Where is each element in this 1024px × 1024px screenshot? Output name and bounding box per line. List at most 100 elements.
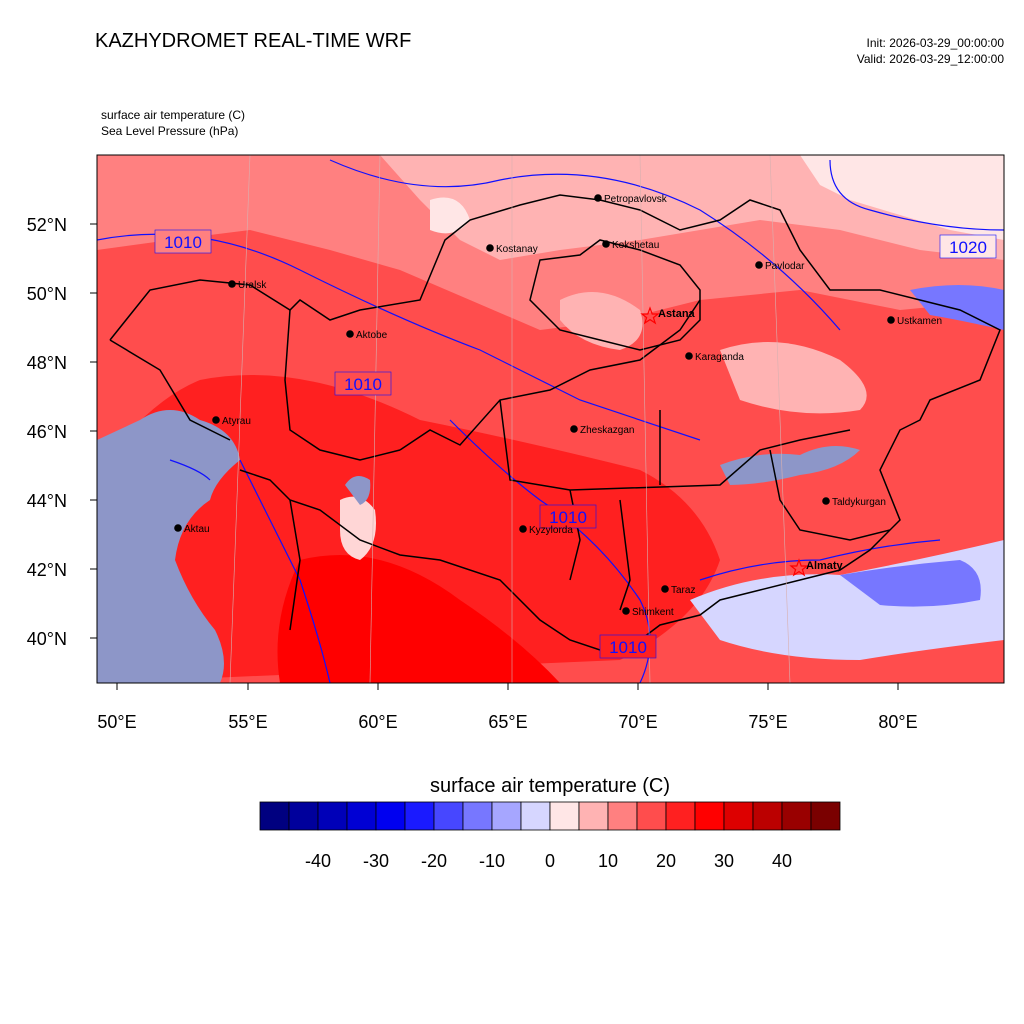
city-label: Aktau xyxy=(184,524,210,535)
colorbar-tick-label: 30 xyxy=(714,851,734,871)
colorbar-swatch xyxy=(636,801,667,831)
colorbar-swatch xyxy=(433,801,464,831)
city-dot xyxy=(486,244,494,252)
lon-label: 55°E xyxy=(228,712,267,732)
lat-label: 46°N xyxy=(27,422,67,442)
city-dot xyxy=(887,316,895,324)
city-label: Taraz xyxy=(671,585,695,596)
city-dot xyxy=(661,585,669,593)
lat-label: 40°N xyxy=(27,629,67,649)
colorbar-swatch xyxy=(346,801,377,831)
colorbar-swatch xyxy=(752,801,783,831)
city-label: Shimkent xyxy=(632,607,674,618)
colorbar-swatch xyxy=(288,801,319,831)
lat-label: 44°N xyxy=(27,491,67,511)
colorbar-swatch xyxy=(404,801,435,831)
colorbar-swatch xyxy=(375,801,406,831)
colorbar-swatch xyxy=(259,801,290,831)
city-dot xyxy=(174,524,182,532)
lon-label: 80°E xyxy=(878,712,917,732)
colorbar-swatch xyxy=(578,801,609,831)
city-dot xyxy=(570,425,578,433)
colorbar-tick-label: -10 xyxy=(479,851,505,871)
city-markers: Petropavlovsk Kostanay Kokshetau Uralsk … xyxy=(174,194,942,618)
valid-time: Valid: 2026-03-29_12:00:00 xyxy=(856,52,1004,66)
field-label-temperature: surface air temperature (C) xyxy=(101,108,246,122)
city-label: Kokshetau xyxy=(612,240,659,251)
city-dot xyxy=(755,261,763,269)
city-label: Petropavlovsk xyxy=(604,194,668,205)
colorbar-swatch xyxy=(462,801,493,831)
colorbar-swatch xyxy=(694,801,725,831)
city-dot xyxy=(212,416,220,424)
map-frame xyxy=(96,154,1005,684)
colorbar-tick-label: -30 xyxy=(363,851,389,871)
colorbar xyxy=(259,801,841,831)
city-label: Aktobe xyxy=(356,330,388,341)
city-label: Karaganda xyxy=(695,352,744,363)
city-dot xyxy=(822,497,830,505)
lon-label: 75°E xyxy=(748,712,787,732)
pressure-labels: 1010 1010 1010 1010 1020 xyxy=(154,229,997,659)
lat-label: 52°N xyxy=(27,215,67,235)
capital-star-icon xyxy=(640,306,660,325)
pressure-label: 1020 xyxy=(949,238,987,257)
city-label: Kyzylorda xyxy=(529,525,573,536)
lat-label: 42°N xyxy=(27,560,67,580)
colorbar-swatch xyxy=(549,801,580,831)
city-dot xyxy=(622,607,630,615)
axis-ticks xyxy=(90,223,899,690)
lon-label: 70°E xyxy=(618,712,657,732)
city-dot xyxy=(594,194,602,202)
city-label: Zheskazgan xyxy=(580,425,634,436)
colorbar-ticks: -40 -30 -20 -10 0 10 20 30 40 xyxy=(305,851,792,871)
colorbar-title: surface air temperature (C) xyxy=(429,775,671,797)
lon-label: 50°E xyxy=(97,712,136,732)
city-dot xyxy=(346,330,354,338)
city-dot xyxy=(228,280,236,288)
city-dot xyxy=(602,240,610,248)
city-label: Kostanay xyxy=(496,244,538,255)
colorbar-swatch xyxy=(723,801,754,831)
lon-labels: 50°E 55°E 60°E 65°E 70°E 75°E 80°E xyxy=(97,712,917,732)
city-label: Astana xyxy=(658,308,696,320)
lon-label: 65°E xyxy=(488,712,527,732)
colorbar-tick-label: 40 xyxy=(772,851,792,871)
colorbar-tick-label: -40 xyxy=(305,851,331,871)
colorbar-swatch xyxy=(491,801,522,831)
colorbar-tick-label: 20 xyxy=(656,851,676,871)
init-time: Init: 2026-03-29_00:00:00 xyxy=(866,36,1004,50)
lat-labels: 52°N 50°N 48°N 46°N 44°N 42°N 40°N xyxy=(27,215,67,649)
city-label: Almaty xyxy=(806,560,844,572)
colorbar-tick-label: -20 xyxy=(421,851,447,871)
colorbar-tick-label: 0 xyxy=(545,851,555,871)
colorbar-swatch xyxy=(810,801,841,831)
lat-label: 48°N xyxy=(27,353,67,373)
colorbar-swatch xyxy=(665,801,696,831)
region-borders xyxy=(109,194,1001,651)
temperature-field xyxy=(97,155,1004,683)
city-label: Ustkamen xyxy=(897,316,942,327)
field-label-pressure: Sea Level Pressure (hPa) xyxy=(101,124,239,138)
city-dot xyxy=(685,352,693,360)
city-label: Atyrau xyxy=(222,416,251,427)
lon-label: 60°E xyxy=(358,712,397,732)
colorbar-swatch xyxy=(317,801,348,831)
city-label: Taldykurgan xyxy=(832,497,886,508)
colorbar-swatch xyxy=(781,801,812,831)
city-label: Uralsk xyxy=(238,280,267,291)
pressure-label: 1010 xyxy=(164,233,202,252)
pressure-label: 1010 xyxy=(609,638,647,657)
city-dot xyxy=(519,525,527,533)
city-label: Pavlodar xyxy=(765,261,805,272)
colorbar-swatch xyxy=(520,801,551,831)
pressure-label: 1010 xyxy=(344,375,382,394)
colorbar-swatch xyxy=(607,801,638,831)
lat-label: 50°N xyxy=(27,284,67,304)
map-title: KAZHYDROMET REAL-TIME WRF xyxy=(95,30,412,52)
capital-star-icon xyxy=(789,558,809,577)
colorbar-tick-label: 10 xyxy=(598,851,618,871)
graticule xyxy=(229,155,791,683)
pressure-label: 1010 xyxy=(549,508,587,527)
